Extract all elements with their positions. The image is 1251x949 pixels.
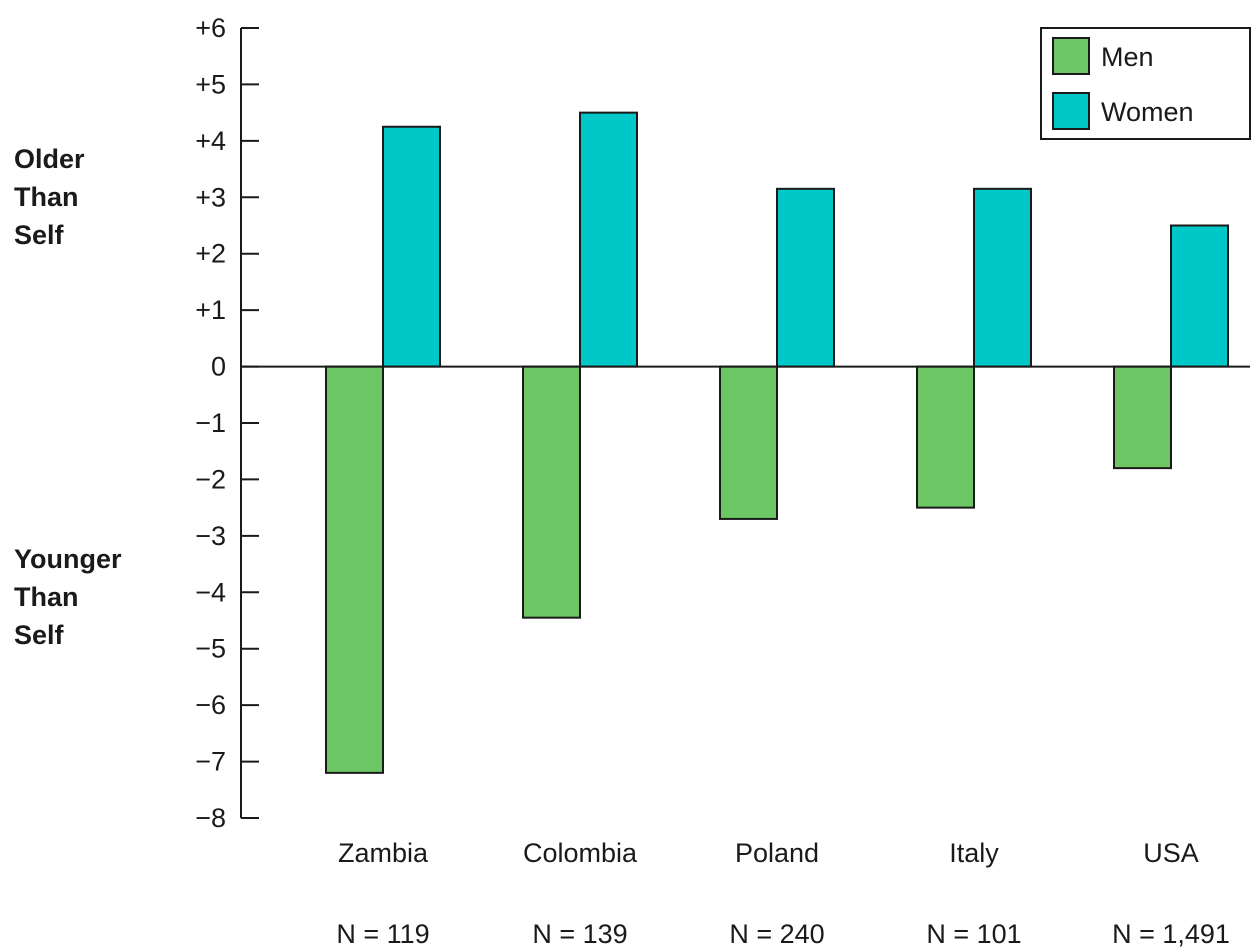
y-tick-label: −3: [195, 521, 226, 551]
younger-than-self-label: Younger: [14, 544, 122, 574]
legend-swatch-women: [1052, 92, 1090, 130]
bar-men-usa: [1113, 365, 1172, 470]
legend: Men Women: [1040, 27, 1251, 140]
sample-size-label: N = 240: [729, 919, 824, 949]
y-tick-label: −8: [195, 803, 226, 833]
x-category-label: Italy: [949, 838, 999, 868]
y-tick-label: 0: [211, 352, 226, 382]
y-tick-label: −6: [195, 690, 226, 720]
x-category-label: Poland: [735, 838, 819, 868]
bar-men-colombia: [522, 365, 581, 619]
side-labels: Older Than Self Younger Than Self: [14, 144, 122, 650]
x-category-label: Zambia: [338, 838, 429, 868]
older-than-self-label: Older: [14, 144, 85, 174]
y-tick-label: −7: [195, 747, 226, 777]
bars: [325, 111, 1229, 774]
legend-swatch-men: [1052, 37, 1090, 75]
x-category-label: USA: [1143, 838, 1199, 868]
bar-women-zambia: [382, 125, 441, 368]
y-tick-label: +3: [195, 182, 226, 212]
older-than-self-label: Self: [14, 220, 65, 250]
x-category-label: Colombia: [523, 838, 638, 868]
y-tick-label: +4: [195, 126, 226, 156]
y-tick-label: +1: [195, 295, 226, 325]
legend-label-men: Men: [1101, 42, 1154, 72]
sample-size-label: N = 1,491: [1112, 919, 1230, 949]
legend-label-women: Women: [1101, 97, 1194, 127]
younger-than-self-label: Self: [14, 620, 65, 650]
x-labels: Zambia N = 119 Colombia N = 139 Poland N = 24…: [336, 838, 1230, 949]
older-than-self-label: Than: [14, 182, 79, 212]
bar-men-zambia: [325, 365, 384, 774]
sample-size-label: N = 119: [336, 919, 429, 949]
bar-men-poland: [719, 365, 778, 520]
bar-women-poland: [776, 187, 835, 368]
bar-women-italy: [973, 187, 1032, 368]
y-tick-label: −5: [195, 634, 226, 664]
younger-than-self-label: Than: [14, 582, 79, 612]
y-tick-label: +2: [195, 239, 226, 269]
y-axis: +6 +5 +4 +3 +2 +1 0 −1 −2 −3 −4 −5 −6 −7 −8: [195, 13, 259, 833]
y-tick-label: −2: [195, 464, 226, 494]
y-tick-label: +5: [195, 69, 226, 99]
bar-women-usa: [1170, 224, 1229, 368]
sample-size-label: N = 139: [532, 919, 627, 949]
y-tick-label: −4: [195, 577, 226, 607]
sample-size-label: N = 101: [926, 919, 1021, 949]
y-tick-label: +6: [195, 13, 226, 43]
y-tick-label: −1: [195, 408, 226, 438]
bar-men-italy: [916, 365, 975, 509]
bar-women-colombia: [579, 111, 638, 368]
